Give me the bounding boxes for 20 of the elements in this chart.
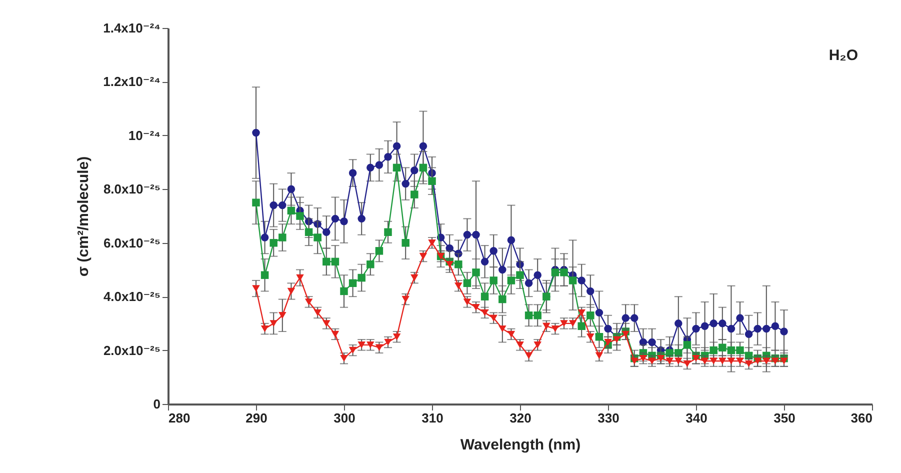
annotation: H₂O: [828, 47, 858, 64]
y-tick-label: 10⁻²⁴: [128, 128, 160, 143]
y-axis-title: σ (cm²/molecule): [75, 156, 92, 277]
x-tick-label: 290: [246, 410, 268, 426]
x-tick-label: 330: [598, 410, 620, 426]
x-tick-label: 310: [422, 410, 444, 426]
x-tick-label: 360: [850, 410, 872, 426]
y-tick-label: 4.0x10⁻²⁵: [103, 289, 160, 304]
y-tick-label: 1.2x10⁻²⁴: [103, 74, 160, 90]
y-tick-label: 2.0x10⁻²⁵: [103, 342, 160, 358]
x-tick-label: 280: [168, 410, 190, 426]
y-tick-label: 8.0x10⁻²⁵: [103, 182, 160, 197]
x-axis-title: Wavelength (nm): [460, 436, 581, 454]
x-tick-label: 340: [686, 410, 708, 426]
x-tick-label: 350: [774, 410, 796, 426]
y-tick-label: 1.4x10⁻²⁴: [103, 20, 160, 36]
y-tick-label: 0: [153, 396, 160, 412]
x-tick-label: 300: [334, 410, 356, 426]
y-tick-label: 6.0x10⁻²⁵: [103, 235, 160, 250]
x-tick-label: 320: [510, 410, 532, 426]
